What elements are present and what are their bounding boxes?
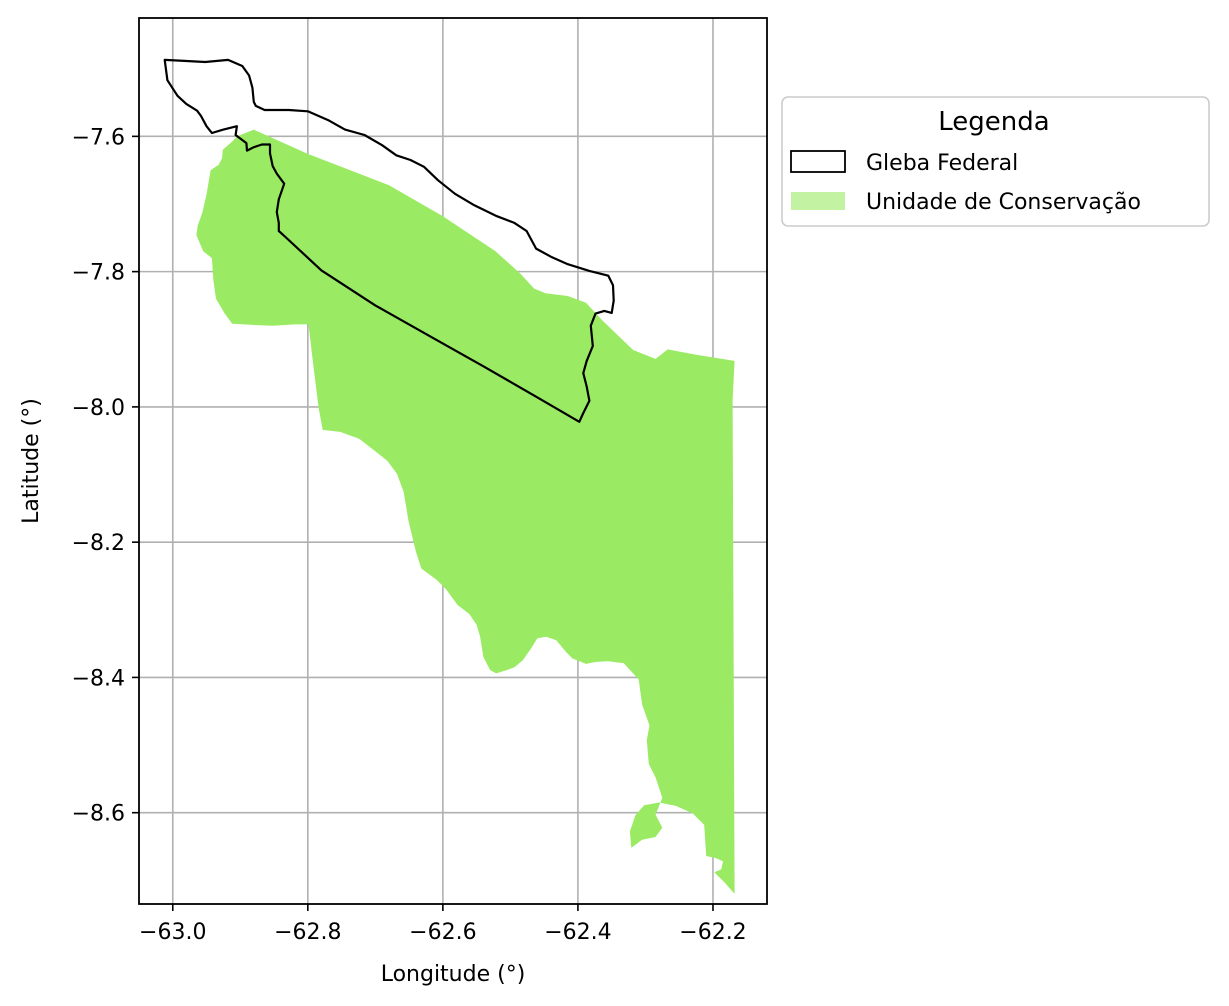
plot-frame	[138, 17, 768, 905]
x-tick-label: −62.8	[274, 920, 341, 945]
legend-label-unidade-de-conservacao: Unidade de Conservação	[866, 190, 1141, 215]
y-axis-label: Latitude (°)	[19, 398, 44, 524]
legend-label-gleba-federal: Gleba Federal	[866, 151, 1018, 176]
x-tick-label: −62.4	[544, 920, 611, 945]
x-axis-label: Longitude (°)	[381, 962, 526, 987]
legend: Legenda Gleba Federal Unidade de Conserv…	[781, 96, 1210, 227]
legend-swatch-unidade-de-conservacao	[791, 192, 845, 210]
y-tick-label: −8.2	[72, 531, 125, 556]
legend-box	[781, 96, 1210, 227]
polygon-layer	[163, 58, 735, 894]
polygon-gleba-federal	[163, 58, 615, 423]
legend-swatch-gleba-federal	[790, 150, 846, 173]
x-tick-label: −62.6	[409, 920, 476, 945]
y-tick-label: −8.0	[72, 396, 125, 421]
y-tick-label: −7.6	[72, 125, 125, 150]
tick-marks	[132, 135, 714, 911]
y-tick-label: −8.6	[72, 802, 125, 827]
tick-labels: −63.0 −62.8 −62.6 −62.4 −62.2 −7.6 −7.8 −8.0 −8.…	[72, 125, 747, 945]
x-tick-label: −63.0	[139, 920, 206, 945]
y-tick-label: −7.8	[72, 261, 125, 286]
x-tick-label: −62.2	[679, 920, 746, 945]
legend-title: Legenda	[938, 107, 1049, 137]
y-tick-label: −8.4	[72, 666, 125, 691]
polygon-unidade-de-conservacao	[196, 103, 735, 894]
